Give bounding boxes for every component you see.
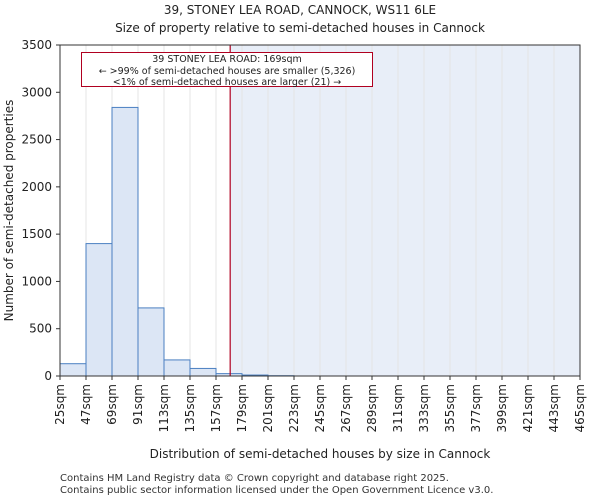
x-tick-label: 311sqm [391, 384, 405, 432]
y-axis-label: Number of semi-detached properties [2, 100, 16, 322]
histogram-bar [59, 363, 87, 377]
y-tick-label: 0 [44, 369, 52, 383]
x-tick-label: 443sqm [547, 384, 561, 432]
larger-region-shade [230, 45, 580, 376]
x-tick-label: 69sqm [105, 384, 119, 425]
x-tick-label: 157sqm [209, 384, 223, 432]
x-tick-label: 223sqm [287, 384, 301, 432]
x-axis-label: Distribution of semi-detached houses by … [150, 447, 491, 461]
histogram-bar [85, 243, 113, 377]
chart-subtitle: Size of property relative to semi-detach… [115, 21, 485, 35]
x-tick-label: 245sqm [313, 384, 327, 432]
histogram-bar [111, 106, 139, 377]
annotation-line-2: ← >99% of semi-detached houses are small… [98, 65, 356, 77]
y-tick-label: 1500 [21, 227, 52, 241]
x-tick-label: 113sqm [157, 384, 171, 432]
x-tick-label: 135sqm [183, 384, 197, 432]
x-tick-label: 421sqm [521, 384, 535, 432]
histogram-bar [163, 359, 191, 377]
y-tick-label: 3500 [21, 38, 52, 52]
x-tick-label: 377sqm [469, 384, 483, 432]
footer-line-1: Contains HM Land Registry data © Crown c… [60, 473, 449, 484]
x-tick-label: 465sqm [573, 384, 587, 432]
x-tick-label: 179sqm [235, 384, 249, 432]
x-tick-label: 267sqm [339, 384, 353, 432]
histogram-bar [137, 307, 165, 377]
x-tick-label: 355sqm [443, 384, 457, 432]
histogram-bar [189, 367, 217, 377]
x-tick-label: 91sqm [131, 384, 145, 425]
y-tick-label: 2500 [21, 133, 52, 147]
annotation-line-3: <1% of semi-detached houses are larger (… [112, 77, 342, 88]
x-tick-label: 399sqm [495, 384, 509, 432]
histogram-chart: 0 500 1000 1500 2000 2500 3000 3500 25sqm 47sqm 6… [2, 38, 587, 461]
x-tick-label: 333sqm [417, 384, 431, 432]
annotation-line-1: 39 STONEY LEA ROAD: 169sqm [152, 54, 302, 65]
x-tick-label: 47sqm [79, 384, 93, 425]
y-tick-label: 1000 [21, 274, 52, 288]
annotation-box: 39 STONEY LEA ROAD: 169sqm ← >99% of sem… [81, 52, 373, 88]
y-tick-label: 500 [29, 322, 52, 336]
y-tick-label: 3000 [21, 85, 52, 99]
footer-line-2: Contains public sector information licen… [60, 485, 494, 496]
chart-title: 39, STONEY LEA ROAD, CANNOCK, WS11 6LE [163, 3, 437, 17]
x-tick-label: 289sqm [365, 384, 379, 432]
y-tick-label: 2000 [21, 180, 52, 194]
x-tick-label: 201sqm [261, 384, 275, 432]
x-tick-label: 25sqm [53, 384, 67, 425]
